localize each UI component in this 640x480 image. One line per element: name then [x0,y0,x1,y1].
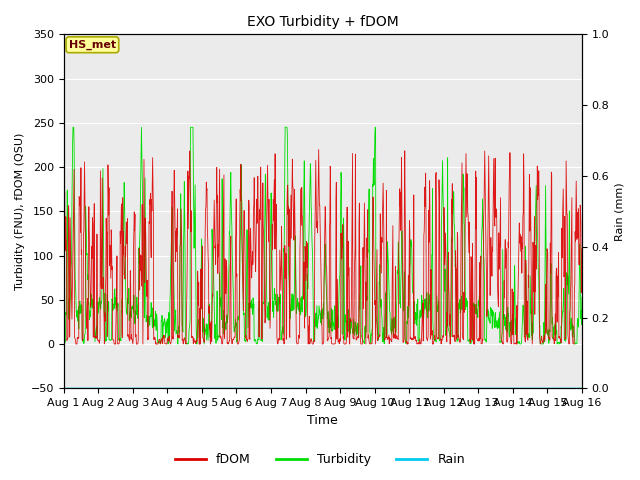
Legend: fDOM, Turbidity, Rain: fDOM, Turbidity, Rain [170,448,470,471]
X-axis label: Time: Time [307,414,338,427]
Y-axis label: Rain (mm): Rain (mm) [615,182,625,240]
Title: EXO Turbidity + fDOM: EXO Turbidity + fDOM [247,15,399,29]
Y-axis label: Turbidity (FNU), fDOM (QSU): Turbidity (FNU), fDOM (QSU) [15,132,25,290]
Text: HS_met: HS_met [69,40,116,50]
